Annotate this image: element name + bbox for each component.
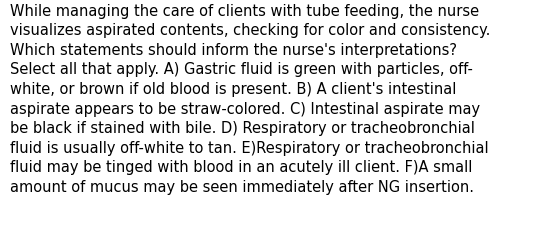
Text: While managing the care of clients with tube feeding, the nurse
visualizes aspir: While managing the care of clients with … [10, 4, 490, 194]
